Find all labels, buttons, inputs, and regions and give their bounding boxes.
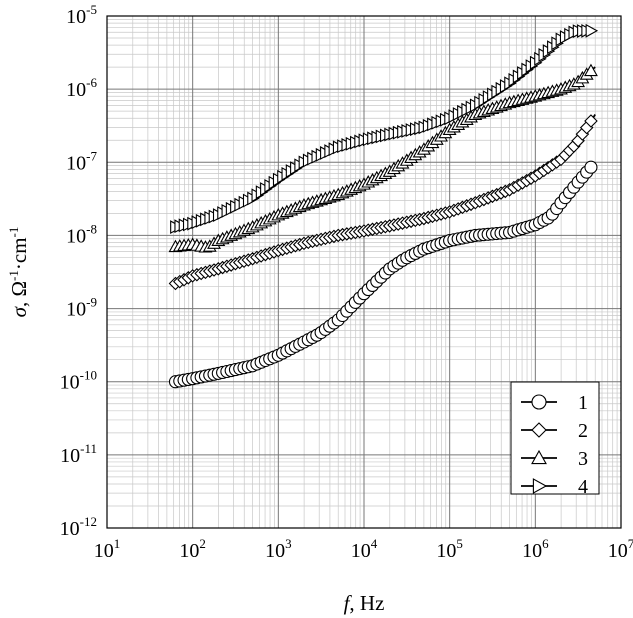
x-tick-label: 102 [179,536,206,562]
y-tick-label: 10-11 [60,441,97,467]
legend-item-1: 1 [521,392,588,414]
x-tick-label: 101 [94,536,121,562]
series-3 [168,63,598,253]
y-tick-label: 10-12 [60,514,97,540]
data-point [585,23,599,38]
y-tick-label: 10-10 [60,368,97,394]
legend: 1 2 3 4 [510,381,600,498]
legend-marker [532,478,548,494]
y-tick-label: 10-6 [66,75,97,101]
y-tick-label: 10-8 [66,221,97,247]
legend-marker [531,394,547,410]
x-tick-label: 103 [265,536,292,562]
y-tick-label: 10-9 [66,295,97,321]
x-tick-label: 107 [608,536,633,562]
legend-label: 1 [578,392,588,414]
x-tick-label: 106 [522,536,549,562]
series-2 [168,114,598,291]
series-1 [168,160,598,389]
legend-marker [531,422,547,438]
x-tick-label: 104 [351,536,378,562]
series-4 [170,23,599,235]
y-tick-label: 10-7 [66,148,97,174]
legend-label: 4 [578,476,588,498]
legend-box [510,381,600,495]
tick-labels: 101 102 103 104 105 106 107 10-12 10-11 10-10 10-9… [60,2,633,562]
x-axis-label: f, Hz [344,591,385,615]
plot-frame [106,15,622,529]
data-point [584,160,598,174]
legend-label: 3 [578,448,588,470]
legend-marker [531,449,547,465]
x-tick-label: 105 [436,536,463,562]
y-axis-label: σ, Ω-1·cm-1 [6,227,31,318]
legend-item-3: 3 [521,448,588,470]
legend-item-2: 2 [521,420,588,442]
data-point [584,114,598,128]
y-tick-label: 10-5 [66,2,97,28]
legend-label: 2 [578,420,588,442]
legend-item-4: 4 [521,476,588,498]
data-point [584,63,598,77]
series-layer [168,23,599,389]
